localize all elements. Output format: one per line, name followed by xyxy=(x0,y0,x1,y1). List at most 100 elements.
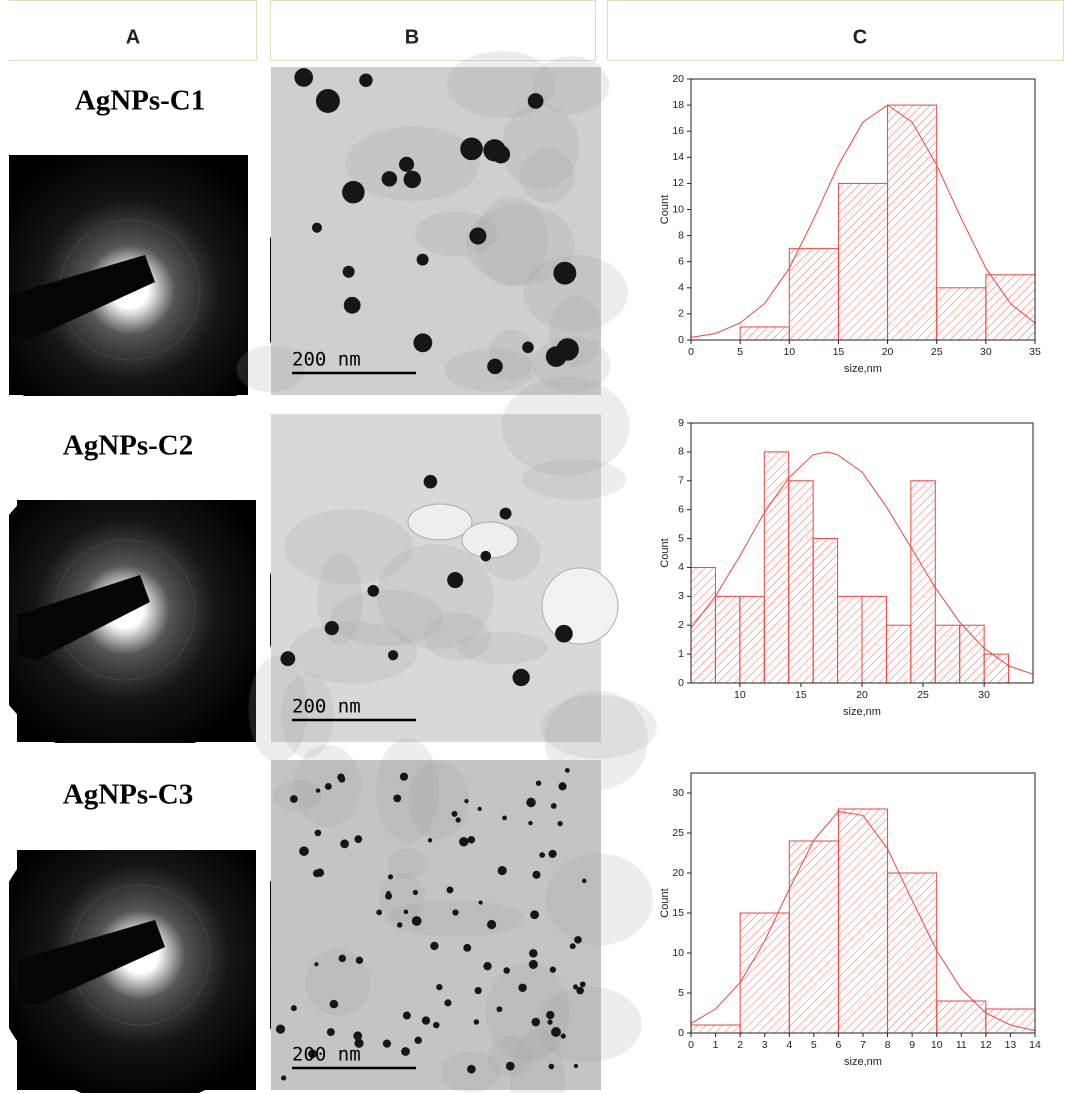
nanoparticle xyxy=(551,1027,561,1037)
y-axis-label: Count xyxy=(659,538,671,567)
tem-texture xyxy=(501,103,580,190)
diffraction-glow xyxy=(0,460,275,760)
y-tick-label: 18 xyxy=(672,99,684,111)
histogram-bar xyxy=(812,538,839,684)
x-tick-label: 4 xyxy=(786,1039,792,1051)
nanoparticle xyxy=(467,835,476,844)
scale-bar-label: 200 nm xyxy=(292,349,361,371)
tem-image xyxy=(271,67,601,395)
nanoparticle xyxy=(385,891,391,896)
histogram-bar xyxy=(739,912,790,1034)
mask xyxy=(248,140,270,400)
y-tick-label: 9 xyxy=(678,417,684,429)
nanoparticle xyxy=(467,1064,476,1074)
x-tick-label: 5 xyxy=(811,1039,817,1051)
nanoparticle xyxy=(403,909,409,915)
beam-stopper xyxy=(17,920,165,1005)
nanoparticle xyxy=(478,900,483,905)
column-header: C xyxy=(853,26,867,48)
nanoparticle xyxy=(558,782,567,791)
nanoparticle xyxy=(311,222,322,233)
nanoparticle xyxy=(314,962,319,967)
tem-texture xyxy=(545,853,653,946)
diffraction-glow xyxy=(0,140,280,440)
tem-texture xyxy=(387,848,428,880)
y-tick-label: 1 xyxy=(678,648,684,660)
nanoparticle xyxy=(480,550,492,562)
nanoparticle xyxy=(399,156,415,172)
x-tick-label: 9 xyxy=(909,1039,915,1051)
tem-texture xyxy=(488,1035,532,1077)
nanoparticle xyxy=(353,1031,363,1041)
nanoparticle xyxy=(313,869,321,878)
nanoparticle xyxy=(382,1039,392,1048)
nanoparticle xyxy=(381,171,398,187)
nanoparticle xyxy=(505,1061,515,1071)
tem-texture xyxy=(375,738,440,843)
nanoparticle xyxy=(527,93,544,109)
y-tick-label: 3 xyxy=(678,590,684,602)
histogram-bar xyxy=(714,595,741,684)
nanoparticle xyxy=(557,820,563,827)
nanoparticle xyxy=(299,846,309,857)
x-tick-label: 10 xyxy=(783,346,795,358)
y-tick-label: 20 xyxy=(672,73,684,85)
nanoparticle xyxy=(573,984,579,990)
nanoparticle xyxy=(355,956,364,964)
nanoparticle xyxy=(469,227,487,245)
tem-texture xyxy=(376,543,494,650)
y-tick-label: 0 xyxy=(678,677,684,689)
tem-texture xyxy=(519,149,575,203)
nanoparticle xyxy=(444,999,452,1007)
y-tick-label: 25 xyxy=(672,827,684,839)
tem-texture xyxy=(330,589,444,647)
tem-texture xyxy=(384,900,525,937)
nanoparticle xyxy=(393,794,402,803)
nanoparticle xyxy=(547,1019,553,1025)
nanoparticle xyxy=(545,346,567,367)
x-tick-label: 7 xyxy=(860,1039,866,1051)
x-tick-label: 1 xyxy=(713,1039,719,1051)
mask xyxy=(0,812,270,850)
nanoparticle xyxy=(553,261,577,285)
nanoparticle xyxy=(413,333,433,353)
fit-curve xyxy=(691,104,1035,338)
x-tick-label: 25 xyxy=(917,689,929,701)
tem-texture xyxy=(378,873,426,922)
nanoparticle xyxy=(275,1024,286,1034)
histogram-bar xyxy=(690,566,716,684)
mask xyxy=(0,462,270,500)
x-tick-label: 25 xyxy=(931,346,943,358)
nanoparticle xyxy=(502,815,507,821)
nanoparticle xyxy=(412,889,418,896)
x-tick-label: 15 xyxy=(795,689,807,701)
nanoparticle xyxy=(539,852,546,858)
histogram-bar xyxy=(788,248,839,341)
tem-texture xyxy=(501,376,630,476)
nanoparticle xyxy=(531,1017,541,1027)
nanoparticle xyxy=(326,1028,335,1037)
header-box xyxy=(607,0,1064,61)
nanoparticle xyxy=(463,943,472,952)
nanoparticle xyxy=(483,139,506,162)
histogram-bar xyxy=(885,624,912,684)
histogram-bar xyxy=(985,274,1036,341)
nanoparticle xyxy=(432,1021,440,1029)
x-tick-label: 30 xyxy=(980,346,992,358)
nanoparticle xyxy=(497,865,507,876)
nanoparticle xyxy=(573,1063,579,1069)
nanoparticle xyxy=(528,820,533,826)
y-tick-label: 10 xyxy=(672,203,684,215)
nanoparticle xyxy=(436,983,443,991)
micrographs: 200 nm 200 nm 200 nm xyxy=(0,50,657,1093)
sample-label: AgNPs-C2 xyxy=(63,430,194,462)
x-axis-label: size,nm xyxy=(843,706,881,718)
nanoparticle xyxy=(294,68,314,87)
tem-texture xyxy=(523,254,628,331)
tem-texture xyxy=(284,509,413,585)
nanoparticle xyxy=(421,1016,431,1025)
nanoparticle xyxy=(447,572,464,589)
nanoparticle xyxy=(548,849,557,858)
histogram-bar xyxy=(788,480,814,684)
